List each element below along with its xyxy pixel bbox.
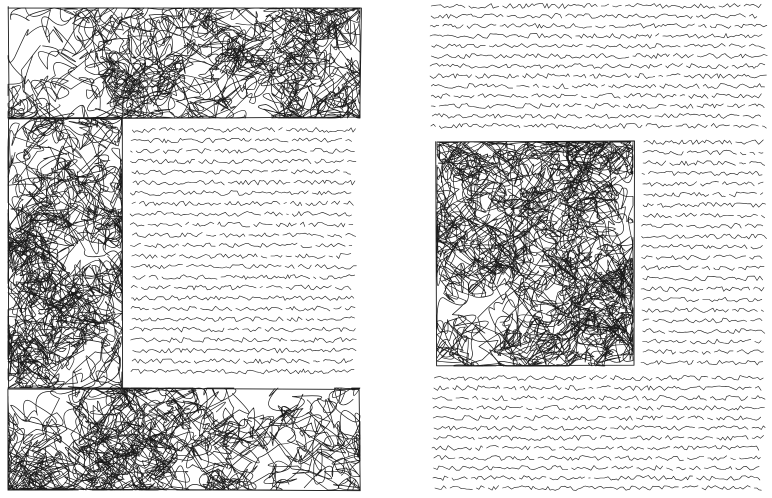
page: (() => { const data = JSON.parse(documen… (0, 0, 772, 498)
scribble-illustration (0, 0, 772, 498)
